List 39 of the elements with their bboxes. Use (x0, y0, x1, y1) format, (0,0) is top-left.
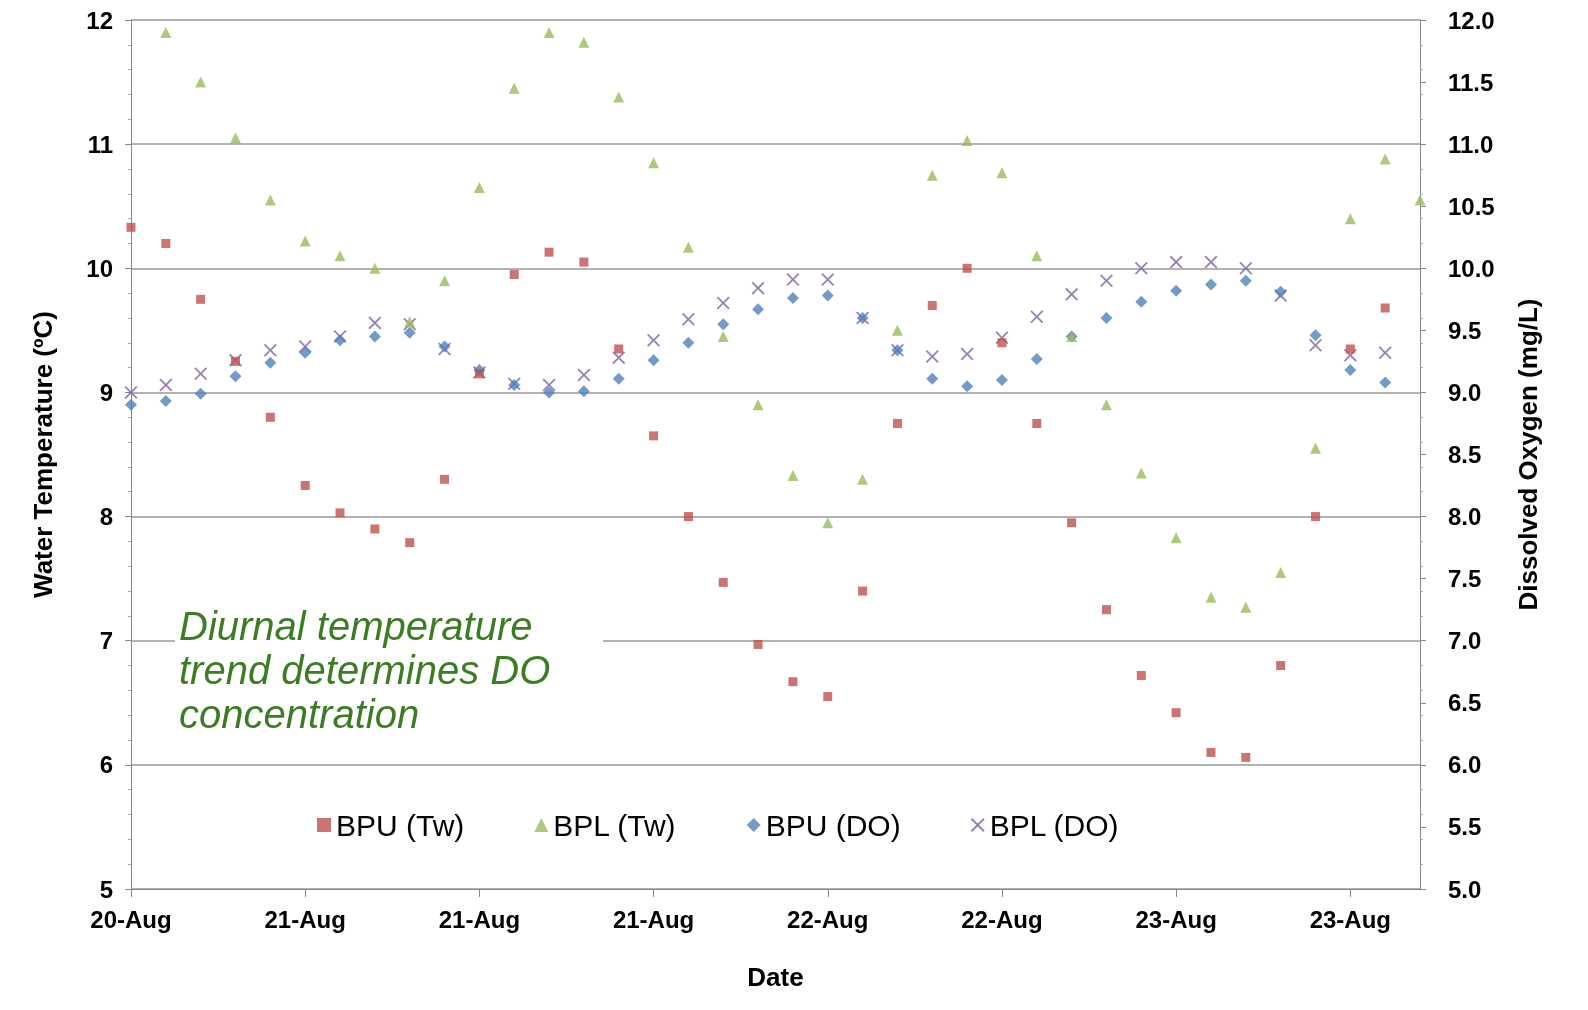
y2-tick-label: 9.0 (1448, 378, 1482, 406)
x-tick-label: 21-Aug (438, 905, 521, 933)
y2-axis-title: Dissolved Oxygen (mg/L) (1513, 298, 1543, 611)
y2-tick-label: 9.5 (1448, 316, 1482, 344)
x-tick-label: 22-Aug (787, 905, 869, 933)
annotation: Diurnal temperature trend determines DO concentration (179, 604, 562, 736)
y2-tick-label: 11.5 (1448, 68, 1494, 96)
x-tick-label: 21-Aug (264, 905, 346, 933)
y-tick-label: 12 (86, 6, 113, 34)
x-tick-label: 20-Aug (90, 905, 172, 933)
y2-tick-label: 12.0 (1448, 6, 1495, 34)
y2-tick-label: 5.0 (1448, 875, 1482, 903)
legend-label: BPL (DO) (989, 808, 1119, 842)
y-tick-label: 8 (99, 503, 113, 531)
y-tick-label: 7 (99, 627, 113, 655)
y-tick-label: 6 (99, 751, 113, 779)
y2-tick-label: 10.0 (1448, 254, 1495, 282)
y2-tick-label: 10.5 (1448, 192, 1495, 220)
y2-tick-label: 6.0 (1448, 751, 1482, 779)
y2-tick-label: 8.0 (1448, 503, 1482, 531)
y-tick-label: 11 (87, 130, 113, 158)
y-tick-label: 10 (86, 254, 113, 282)
y-axis-title: Water Temperature (ºC) (28, 311, 58, 598)
legend-label: BPU (Tw) (336, 808, 465, 842)
y2-tick-label: 6.5 (1448, 689, 1482, 717)
y2-tick-label: 7.0 (1448, 627, 1482, 655)
x-tick-label: 23-Aug (1135, 905, 1217, 933)
y2-tick-label: 11.0 (1448, 130, 1494, 158)
legend-label: BPL (Tw) (553, 808, 676, 842)
legend-label: BPU (DO) (765, 808, 901, 842)
y-tick-label: 5 (99, 875, 113, 903)
y2-tick-label: 5.5 (1448, 813, 1482, 841)
y2-tick-label: 7.5 (1448, 565, 1482, 593)
x-tick-label: 22-Aug (961, 905, 1043, 933)
x-tick-label: 21-Aug (612, 905, 695, 933)
x-axis-title: Date (747, 962, 804, 992)
y2-tick-label: 8.5 (1448, 441, 1482, 468)
y-tick-label: 9 (99, 378, 113, 406)
x-tick-label: 23-Aug (1309, 905, 1391, 933)
